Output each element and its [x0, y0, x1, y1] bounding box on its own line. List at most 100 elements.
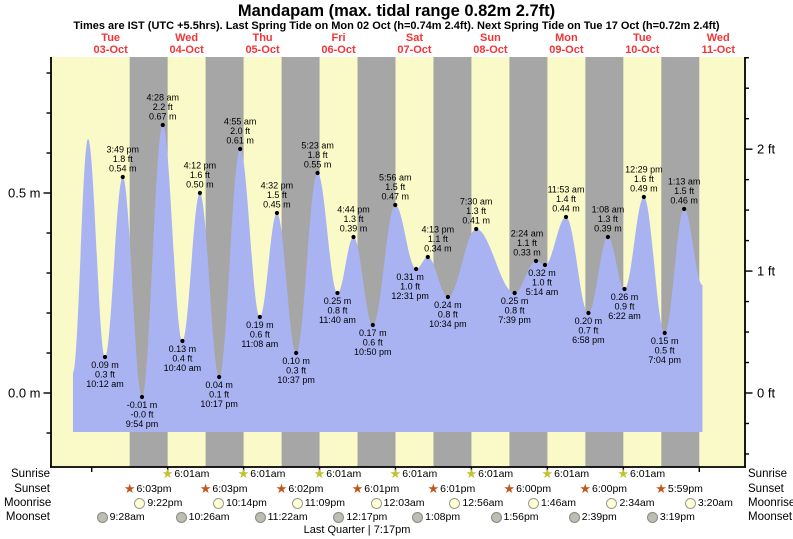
right-axis-tick-label: 1 ft [757, 264, 775, 279]
astro-row-label-right-sunset: Sunset [748, 483, 784, 495]
high-tide-point [238, 146, 243, 152]
sunrise-star-icon: ★ [465, 466, 478, 481]
high-tide-label: 3:49 pm 1.8 ft 0.54 m [106, 145, 139, 174]
low-tide-point [217, 374, 222, 380]
low-tide-label: 0.20 m 0.7 ft 6:58 pm [572, 316, 605, 345]
sunrise-star-icon: ★ [237, 466, 250, 481]
moonrise-circle-icon [291, 498, 303, 509]
day-name: Thu [252, 32, 273, 44]
low-tide-point [414, 266, 419, 272]
moonrise-event: 12:03am [370, 497, 425, 509]
high-tide-point [533, 258, 539, 264]
low-tide-label: 0.09 m 0.3 ft 10:12 am [86, 360, 124, 389]
sunrise-time: 6:01am [554, 468, 590, 480]
day-name: Wed [175, 32, 199, 44]
high-tide-label: 1:08 am 1.3 ft 0.39 m [592, 205, 625, 234]
moonrise-circle-icon [370, 498, 382, 509]
moonrise-event: 12:56am [449, 497, 503, 509]
moonset-event: 1:56pm [490, 511, 539, 523]
high-tide-label: 4:28 am 2.2 ft 0.67 m [147, 93, 180, 122]
sunset-event: ★6:02pm [276, 482, 324, 495]
moonset-circle-icon [96, 512, 108, 523]
sunrise-event: ★6:01am [389, 466, 438, 481]
low-tide-label: 0.17 m 0.6 ft 10:50 pm [354, 328, 392, 357]
day-label: Tue 10-Oct [604, 32, 680, 56]
moonset-event: 11:22am [254, 511, 308, 523]
sunset-time: 6:03pm [136, 483, 172, 495]
moonrise-event: 10:14pm [213, 497, 267, 509]
low-tide-label: 0.26 m 0.9 ft 6:22 am [608, 292, 641, 321]
sunset-time: 6:00pm [516, 483, 552, 495]
sunset-star-icon: ★ [351, 481, 364, 496]
day-date: 11-Oct [701, 43, 736, 56]
high-tide-point [474, 226, 479, 232]
left-axis-tick-label: 0.5 m [8, 186, 41, 201]
low-tide-point [622, 286, 627, 292]
day-label: Fri 06-Oct [301, 32, 377, 56]
astro-row-label-left-sunrise: Sunrise [11, 468, 50, 480]
moonset-circle-icon [568, 512, 580, 523]
astro-row-label-left-sunset: Sunset [14, 483, 50, 495]
moonset-time: 2:39pm [581, 511, 617, 523]
astro-row-label-right-moonset: Moonset [748, 511, 793, 523]
high-tide-label: 11:53 am 1.4 ft 0.44 m [548, 185, 585, 214]
high-tide-label: 5:23 am 1.8 ft 0.55 m [301, 141, 334, 170]
astro-row-label-right-moonrise: Moonrise [748, 497, 793, 509]
sunrise-star-icon: ★ [389, 466, 402, 481]
sunset-event: ★6:03pm [200, 482, 248, 495]
high-tide-point [274, 210, 280, 216]
sunrise-event: ★6:01am [237, 466, 286, 481]
astro-row-label-right-sunrise: Sunrise [748, 468, 787, 480]
moonset-time: 11:22am [267, 511, 308, 523]
low-tide-point [370, 322, 375, 328]
moonset-circle-icon [490, 512, 502, 523]
low-tide-label: 0.13 m 0.4 ft 10:40 am [164, 344, 202, 373]
day-name: Wed [706, 32, 730, 44]
sunrise-time: 6:01am [326, 468, 362, 480]
moonrise-event: 2:34am [606, 497, 655, 509]
day-date: 04-Oct [169, 43, 204, 56]
low-tide-point [335, 290, 340, 296]
high-tide-point [315, 170, 320, 176]
moonrise-time: 3:20am [697, 497, 733, 509]
left-axis-tick-label: 0.0 m [8, 386, 41, 401]
moonset-time: 12:17pm [346, 511, 388, 523]
moonset-event: 9:28am [96, 511, 145, 523]
high-tide-point [605, 234, 611, 240]
sunset-star-icon: ★ [123, 481, 136, 496]
sunset-time: 6:00pm [592, 483, 628, 495]
high-tide-point [160, 122, 165, 128]
high-tide-point [393, 202, 398, 208]
tide-level-area [72, 125, 703, 432]
high-tide-label: 4:13 pm 1.1 ft 0.34 m [422, 225, 455, 254]
sunset-event: ★6:01pm [351, 481, 400, 496]
day-date: 09-Oct [549, 43, 584, 56]
low-tide-point [139, 394, 145, 400]
low-tide-point [512, 290, 517, 296]
sunset-star-icon: ★ [427, 481, 440, 496]
high-tide-label: 12:29 pm 1.6 ft 0.49 m [625, 165, 663, 194]
high-tide-point [425, 254, 430, 260]
sunrise-star-icon: ★ [541, 466, 554, 481]
page-title: Mandapam (max. tidal range 0.82m 2.7ft) [237, 2, 556, 20]
day-name: Sat [405, 32, 424, 44]
low-tide-label: 0.04 m 0.1 ft 10:17 pm [200, 380, 238, 409]
low-tide-point [662, 330, 667, 336]
day-label: Wed 04-Oct [149, 32, 225, 56]
day-name: Tue [632, 32, 652, 44]
day-label: Mon 09-Oct [528, 32, 604, 56]
sunset-event: ★6:03pm [123, 481, 172, 496]
moonrise-time: 9:22pm [147, 497, 183, 509]
sunrise-event: ★6:01am [314, 467, 362, 480]
sunrise-event: ★6:01am [465, 466, 513, 481]
sunrise-star-icon: ★ [617, 466, 630, 481]
moonset-circle-icon [175, 512, 187, 523]
sunset-event: ★6:00pm [503, 482, 552, 495]
day-label: Wed 11-Oct [680, 32, 756, 56]
high-tide-label: 1:13 am 1.5 ft 0.46 m [668, 177, 701, 206]
sunset-star-icon: ★ [579, 481, 592, 496]
moonset-time: 1:56pm [503, 511, 539, 523]
moonrise-event: 11:09pm [291, 497, 345, 509]
astro-row-label-left-moonrise: Moonrise [4, 497, 52, 509]
